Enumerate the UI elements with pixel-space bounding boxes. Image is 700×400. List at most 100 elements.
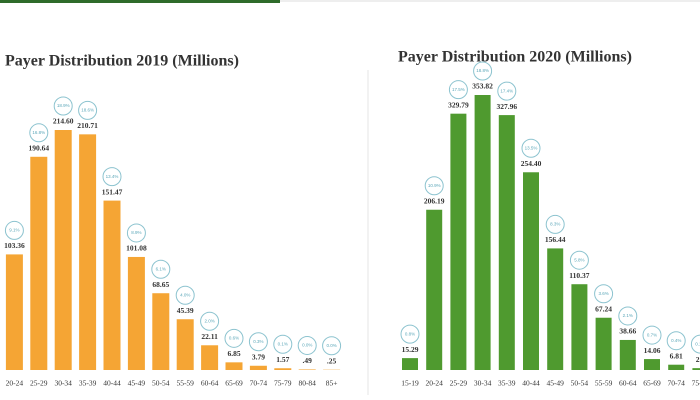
x-tick-label: 20-24 [6,379,24,388]
percent-bubble [248,332,268,352]
x-tick-label: 45-49 [128,379,146,388]
bar [547,248,564,370]
value-label: 156.44 [545,235,566,244]
x-tick-label: 70-74 [667,379,685,388]
top-accent [0,0,280,3]
x-tick-label: 30-34 [54,379,72,388]
bar [249,365,267,370]
value-label: .25 [327,356,337,365]
percent-label: 18.6% [81,108,94,113]
percent-bubble [200,311,220,331]
value-label: 151.47 [102,187,123,196]
bar [176,319,194,370]
x-tick-label: 60-64 [619,379,637,388]
value-label: 353.82 [472,82,493,91]
percent-bubble [642,325,662,345]
percent-bubble [594,284,614,304]
percent-label: 0.8% [405,331,415,336]
bar [523,172,539,370]
value-label: 2.4 [696,355,700,364]
value-label: 190.64 [28,144,49,153]
percent-label: 0.4% [671,338,681,343]
value-label: 327.96 [496,102,517,111]
percent-label: 17.5% [452,87,465,92]
bar [201,345,219,370]
percent-bubble [4,220,24,240]
x-tick-label: 20-24 [425,379,443,388]
x-tick-label: 40-44 [103,379,121,388]
percent-bubble [448,80,468,100]
percent-bubble [151,259,171,279]
bar [450,113,467,370]
percent-label: 0.7% [647,332,657,337]
value-label: .49 [303,356,313,365]
x-tick-label: 15-19 [401,379,419,388]
percent-label: 5.8% [574,257,584,262]
bar [692,368,700,370]
value-label: 6.81 [670,351,683,360]
x-tick-label: 30-34 [474,379,492,388]
percent-label: 13.5% [525,145,538,150]
bar [54,130,72,370]
percent-bubble [400,324,420,344]
value-label: 6.85 [227,349,240,358]
chart-title: Payer Distribution 2020 (Millions) [398,49,632,66]
percent-bubble [521,138,541,158]
x-tick-label: 70-74 [250,379,268,388]
bar [426,209,443,370]
percent-bubble [29,123,49,143]
bar [644,359,660,370]
value-label: 15.29 [402,345,419,354]
value-label: 45.39 [177,306,194,315]
percent-label: 0.0% [302,343,312,348]
bar [474,95,491,370]
percent-bubble [102,167,122,187]
percent-bubble [53,96,73,116]
percent-bubble [273,334,293,354]
bar [298,369,316,370]
percent-label: 6.1% [156,266,166,271]
percent-label: 16.8% [32,130,45,135]
x-tick-label: 35-39 [79,379,97,388]
percent-label: 0.1% [695,341,700,346]
percent-label: 9.1% [9,228,19,233]
x-tick-label: 45-49 [546,379,564,388]
percent-label: 0.1% [278,341,288,346]
percent-label: 0.0% [326,343,336,348]
x-tick-label: 75-79 [274,379,292,388]
value-label: 22.11 [201,332,218,341]
bar [152,293,170,370]
bar [79,134,97,370]
percent-bubble [618,306,638,326]
bar [619,339,636,370]
value-label: 3.79 [252,352,265,361]
percent-label: 13.4% [106,174,119,179]
percent-bubble [224,328,244,348]
value-label: 110.37 [569,271,589,280]
value-label: 38.66 [619,327,636,336]
percent-label: 0.6% [229,336,239,341]
x-tick-label: 50-54 [152,379,170,388]
percent-bubble [126,223,146,243]
percent-bubble [322,336,342,356]
percent-label: 17.4% [500,88,513,93]
value-label: 206.19 [424,196,445,205]
chart-title: Payer Distribution 2019 (Millions) [5,53,239,70]
percent-bubble [175,285,195,305]
x-tick-label: 65-69 [225,379,243,388]
percent-label: 8.9% [131,230,141,235]
percent-label: 8.3% [550,222,560,227]
percent-bubble [473,61,493,81]
percent-label: 10.9% [428,183,441,188]
bar [225,362,243,370]
percent-label: 4.0% [180,292,190,297]
percent-bubble [297,335,317,355]
percent-bubble [78,100,98,120]
percent-bubble [545,214,565,234]
value-label: 101.08 [126,244,147,253]
percent-label: 18.9% [57,103,70,108]
bar [402,358,418,370]
x-tick-label: 55-59 [595,379,613,388]
percent-bubble [569,250,589,270]
